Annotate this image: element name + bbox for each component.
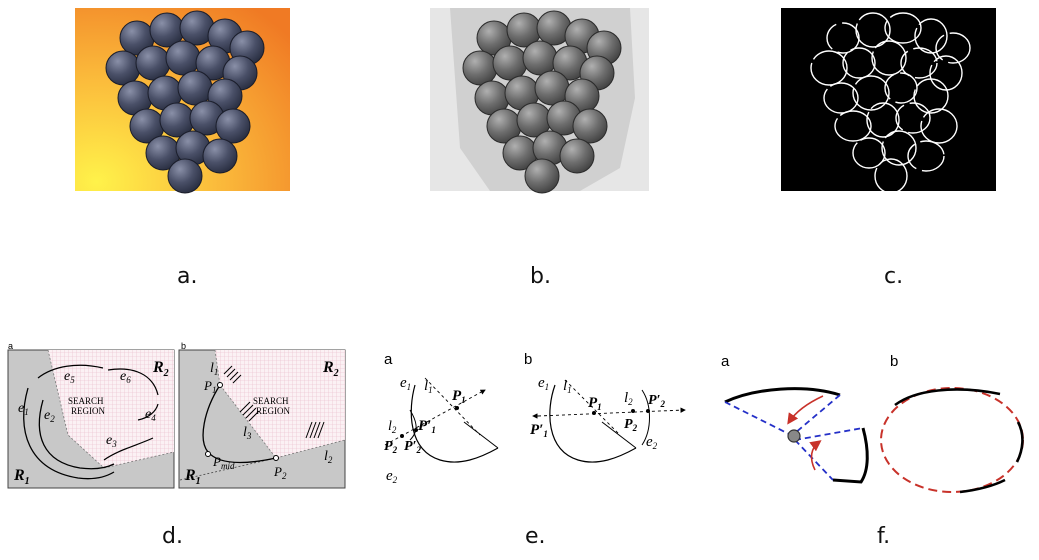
panel-f-right-letter: b: [890, 353, 898, 370]
e-a-p2: P2: [384, 439, 398, 455]
l3-label: l3: [243, 425, 252, 441]
panel-d-right: b SEARCH REGION R1 R2 P1 Pmid P2 l1 l3 l…: [178, 341, 346, 489]
r1-label: R1: [13, 467, 30, 487]
e-a-e1: e1: [400, 375, 411, 392]
l2-label: l2: [324, 449, 333, 465]
caption-e: e.: [525, 524, 546, 549]
e2-label: e2: [44, 408, 55, 424]
panel-f-ellipse-fitting: a b: [721, 353, 1024, 494]
e-b-p2: P2: [624, 417, 638, 433]
e-b-p1: P1: [588, 395, 602, 412]
caption-f: f.: [877, 524, 891, 549]
panel-e-left-letter: a: [384, 351, 393, 368]
e-b-e2: e2: [646, 434, 658, 451]
p2-label: P2: [273, 464, 287, 481]
caption-a: a.: [177, 264, 198, 289]
panel-d-right-letter: b: [181, 341, 186, 351]
r2-label: R2: [152, 359, 169, 379]
panel-e-intersection-diagram: a e1 l1 P1 P′1 l2 P2 P′2 e2 b e1 l1 P1 P…: [384, 351, 686, 485]
panel-e-right-letter: b: [524, 351, 532, 368]
panel-f-right: b: [880, 353, 1024, 494]
e-a-l1: l1: [424, 378, 433, 395]
e-b-l1: l1: [563, 378, 572, 395]
l1-label: l1: [210, 361, 218, 377]
r1-label-b: R1: [184, 467, 201, 487]
p1-label: P1: [203, 378, 216, 395]
e4-label: e4: [145, 407, 156, 423]
e1-label: e1: [18, 401, 29, 417]
panel-d-left-letter: a: [8, 341, 13, 351]
caption-d: d.: [162, 524, 183, 549]
e-b-l2: l2: [624, 390, 633, 407]
panel-c-edge-map: [781, 8, 996, 194]
panel-d-left: a SEARCH REGION R1 R2 e1 e2 e3 e4 e5 e6: [7, 341, 175, 489]
r2-label-b: R2: [322, 359, 339, 379]
e-a-e2: e2: [386, 468, 398, 485]
e3-label: e3: [106, 433, 117, 449]
search-region-label-1: SEARCH: [68, 396, 104, 406]
caption-c: c.: [884, 264, 904, 289]
panel-b-grape-grayscale: [430, 8, 649, 194]
e6-label: e6: [120, 369, 131, 385]
e-a-p1: P1: [452, 388, 466, 405]
pmid-label: Pmid: [212, 454, 235, 471]
e-b-p2prime: P′2: [648, 393, 666, 409]
panel-d-search-region-diagram: a SEARCH REGION R1 R2 e1 e2 e3 e4 e5 e6 …: [7, 341, 346, 489]
caption-b: b.: [530, 264, 551, 289]
e-b-p1prime: P′1: [530, 422, 548, 439]
search-region-label-4: REGION: [256, 406, 290, 416]
panel-f-left: a: [721, 353, 869, 484]
panel-e-right: b e1 l1 P1 P′1 l2 P2 P′2 e2: [524, 351, 686, 463]
e-a-p2prime: P′2: [404, 439, 422, 455]
e-a-p1prime: P′1: [418, 418, 436, 435]
e5-label: e5: [64, 369, 75, 385]
panel-a-grape-photo: [75, 8, 290, 194]
panel-e-left: a e1 l1 P1 P′1 l2 P2 P′2 e2: [384, 351, 499, 485]
e-b-e1: e1: [538, 375, 549, 392]
search-region-label-2: REGION: [71, 406, 105, 416]
e-a-l2: l2: [388, 419, 397, 435]
search-region-label-3: SEARCH: [253, 396, 289, 406]
panel-f-left-letter: a: [721, 353, 730, 370]
